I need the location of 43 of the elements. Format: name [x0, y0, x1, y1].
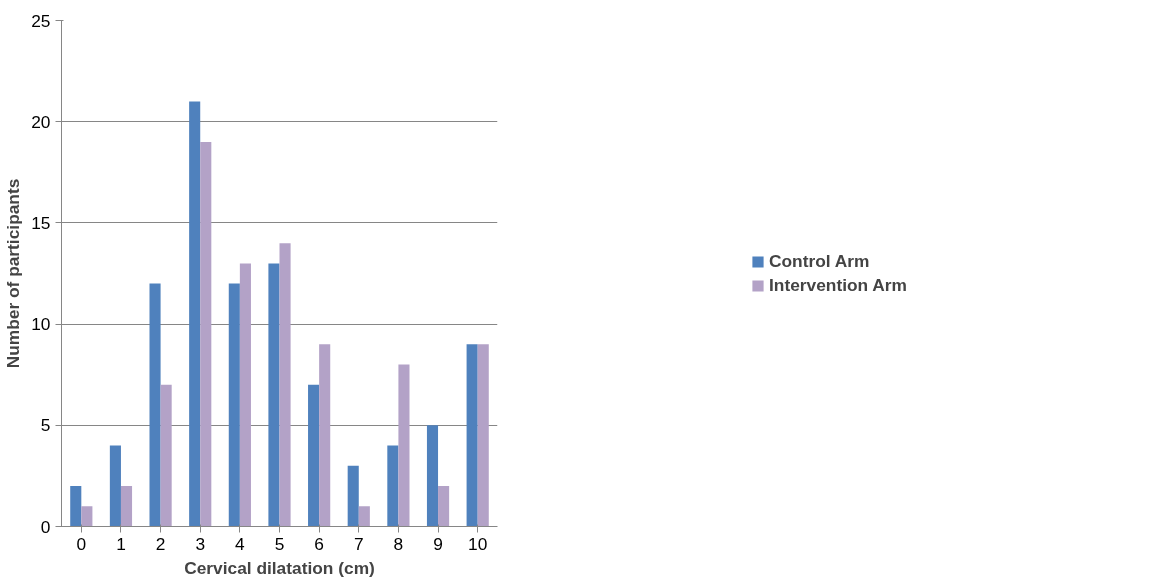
y-tick-label: 15 [31, 212, 51, 233]
bar [426, 425, 439, 527]
bar [160, 384, 172, 527]
x-tick-label: 8 [393, 533, 404, 554]
bar [358, 506, 370, 527]
x-tick-label: 2 [155, 533, 166, 554]
bar [120, 486, 133, 527]
bar [81, 506, 93, 527]
bar [438, 486, 450, 527]
x-tick-label: 4 [235, 533, 246, 554]
x-axis-title: Cervical dilatation (cm) [184, 557, 375, 578]
bar [477, 344, 489, 527]
bar [466, 344, 478, 527]
bar [239, 263, 251, 527]
legend-label: Control Arm [769, 250, 870, 272]
x-tick-label: 5 [274, 533, 285, 554]
y-tick-label: 20 [31, 111, 51, 132]
bar [109, 445, 121, 527]
x-tick-label: 9 [433, 533, 443, 554]
x-tick-label: 0 [76, 533, 87, 554]
bar [268, 263, 280, 527]
bar [200, 141, 212, 527]
x-tick-label: 10 [468, 533, 488, 554]
y-tick-label: 0 [40, 516, 51, 537]
bar [189, 101, 201, 527]
bar [347, 465, 359, 527]
x-tick-label: 7 [353, 533, 364, 554]
x-tick-label: 1 [116, 533, 126, 554]
bar [70, 486, 82, 527]
x-tick-label: 3 [195, 533, 206, 554]
bar [398, 364, 410, 527]
bar [308, 384, 320, 527]
x-tick-label: 6 [314, 533, 324, 554]
y-tick-label: 10 [31, 314, 51, 335]
legend-label: Intervention Arm [769, 274, 907, 296]
bar [387, 445, 399, 527]
bar [319, 344, 331, 527]
y-tick-label: 25 [31, 10, 51, 31]
bar [279, 243, 291, 527]
bar [228, 283, 240, 527]
y-axis-title: Number of participants [3, 178, 24, 369]
y-tick-label: 5 [40, 415, 51, 436]
bar [149, 283, 161, 527]
